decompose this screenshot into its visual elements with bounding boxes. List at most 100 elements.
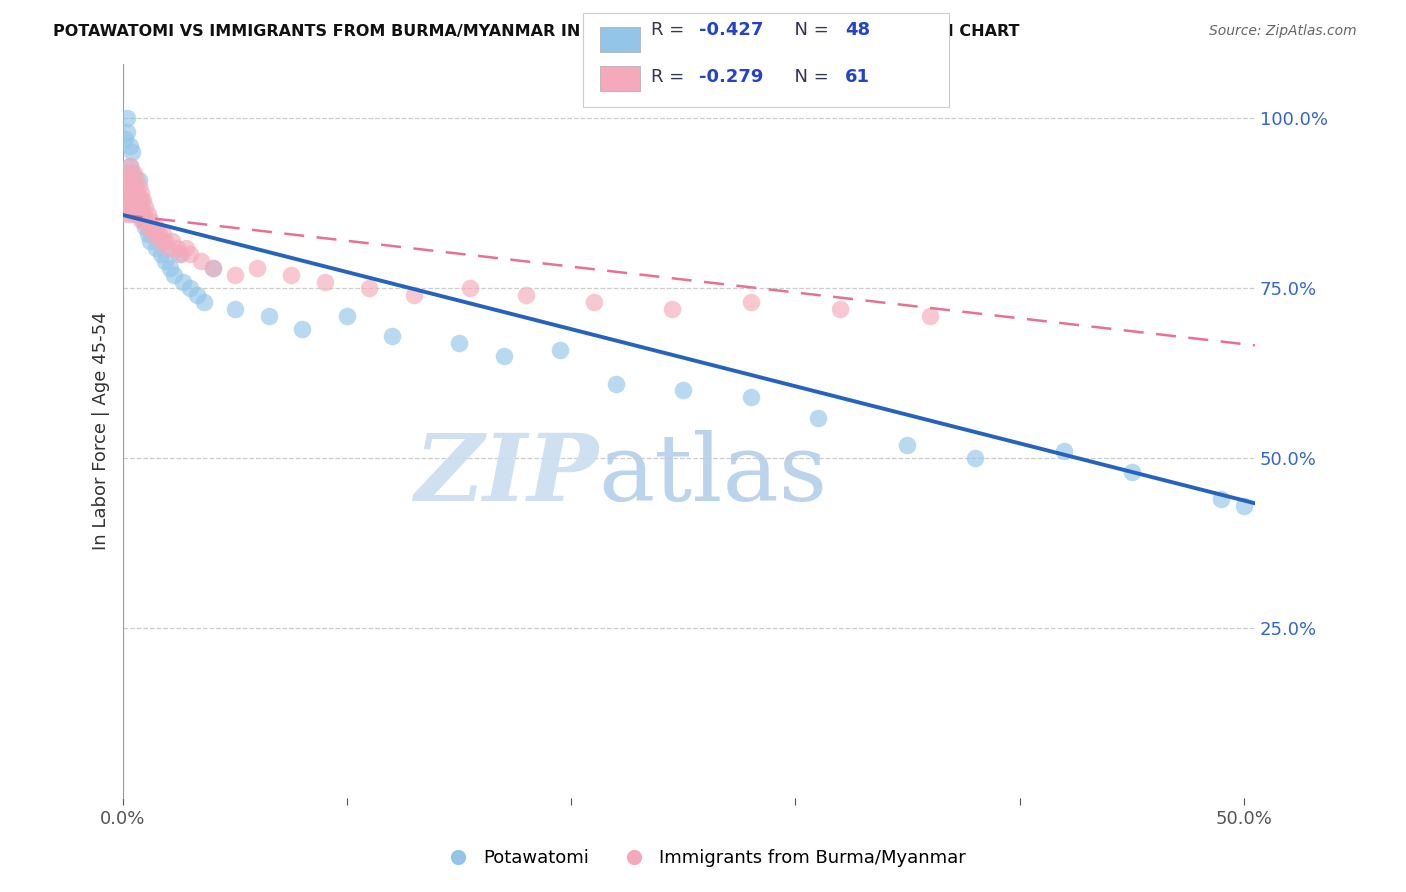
Point: [132, 206, 155, 220]
Point: [336, 309, 359, 323]
Point: [201, 260, 224, 275]
Point: [118, 179, 141, 194]
Point: [963, 451, 986, 466]
Point: [141, 220, 163, 235]
Point: [492, 349, 515, 363]
Point: [122, 193, 145, 207]
Point: [172, 275, 194, 289]
Point: [166, 241, 188, 255]
Point: [125, 200, 148, 214]
Point: [190, 254, 212, 268]
Text: 61: 61: [845, 68, 870, 86]
Point: [1233, 499, 1256, 513]
Point: [136, 227, 159, 241]
Point: [122, 179, 145, 194]
Point: [129, 186, 152, 201]
Point: [314, 275, 336, 289]
Point: [381, 329, 404, 343]
Point: [179, 247, 201, 261]
Point: [280, 268, 302, 282]
Point: [134, 220, 156, 235]
Point: [141, 220, 163, 235]
Point: [129, 213, 152, 227]
Point: [128, 193, 150, 207]
Point: [193, 295, 215, 310]
Point: [156, 241, 179, 255]
Point: [125, 186, 148, 201]
Point: [149, 234, 172, 248]
Point: [145, 241, 167, 255]
Point: [122, 179, 145, 194]
Text: atlas: atlas: [599, 430, 828, 520]
Point: [125, 200, 148, 214]
Point: [128, 179, 150, 194]
Text: R =: R =: [651, 21, 690, 39]
Text: Source: ZipAtlas.com: Source: ZipAtlas.com: [1209, 24, 1357, 38]
Point: [136, 220, 159, 235]
Point: [155, 234, 177, 248]
Point: [224, 301, 246, 316]
Point: [118, 206, 141, 220]
Point: [830, 301, 852, 316]
Point: [129, 193, 152, 207]
Point: [449, 335, 471, 350]
Text: ZIP: ZIP: [413, 430, 599, 520]
Point: [201, 260, 224, 275]
Point: [159, 260, 181, 275]
Point: [167, 247, 190, 261]
Point: [896, 438, 918, 452]
Point: [134, 213, 156, 227]
Point: [121, 186, 143, 201]
Text: N =: N =: [783, 21, 835, 39]
Point: [672, 384, 695, 398]
Point: [121, 166, 143, 180]
Point: [145, 220, 167, 235]
Point: [291, 322, 314, 336]
Point: [114, 206, 136, 220]
Point: [117, 112, 139, 126]
Point: [125, 186, 148, 201]
Point: [179, 281, 201, 295]
Point: [1121, 465, 1143, 479]
Point: [143, 227, 166, 241]
Point: [246, 260, 269, 275]
Text: POTAWATOMI VS IMMIGRANTS FROM BURMA/MYANMAR IN LABOR FORCE | AGE 45-54 CORRELATI: POTAWATOMI VS IMMIGRANTS FROM BURMA/MYAN…: [53, 24, 1019, 40]
Point: [740, 295, 762, 310]
Point: [117, 125, 139, 139]
Point: [359, 281, 381, 295]
Point: [121, 200, 143, 214]
Point: [122, 206, 145, 220]
Point: [160, 234, 183, 248]
Point: [458, 281, 481, 295]
Point: [129, 206, 152, 220]
Point: [114, 132, 136, 146]
Point: [139, 213, 162, 227]
Point: [128, 206, 150, 220]
Point: [605, 376, 627, 391]
Point: [548, 343, 571, 357]
Point: [186, 288, 208, 302]
Text: 48: 48: [845, 21, 870, 39]
Point: [136, 206, 159, 220]
Point: [155, 254, 177, 268]
Point: [152, 227, 174, 241]
Point: [582, 295, 605, 310]
Point: [128, 172, 150, 186]
Point: [515, 288, 537, 302]
Point: [918, 309, 941, 323]
Point: [121, 145, 143, 160]
Text: -0.427: -0.427: [699, 21, 763, 39]
Point: [118, 193, 141, 207]
Point: [114, 193, 136, 207]
Point: [129, 200, 152, 214]
Point: [224, 268, 246, 282]
Point: [163, 268, 186, 282]
Point: [125, 172, 148, 186]
Point: [122, 166, 145, 180]
Point: [121, 172, 143, 186]
Y-axis label: In Labor Force | Age 45-54: In Labor Force | Age 45-54: [93, 312, 110, 550]
Point: [117, 200, 139, 214]
Point: [132, 193, 155, 207]
Point: [404, 288, 426, 302]
Point: [134, 200, 156, 214]
